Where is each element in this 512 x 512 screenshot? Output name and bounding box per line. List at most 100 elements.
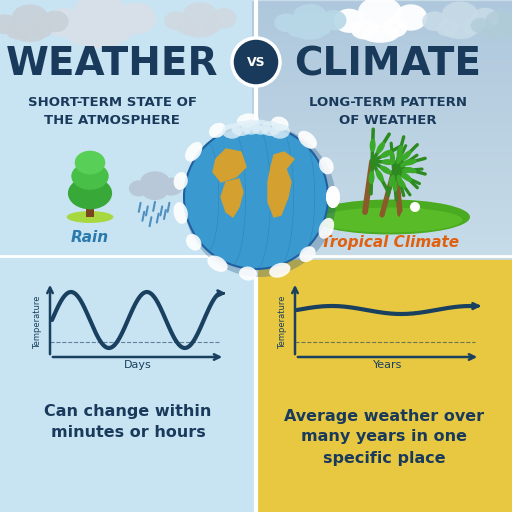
Circle shape [410,202,420,212]
Ellipse shape [68,177,112,209]
Bar [256,256,512,512]
Ellipse shape [486,10,512,30]
Ellipse shape [251,120,271,135]
Ellipse shape [141,172,169,191]
Ellipse shape [104,18,133,42]
Text: Tropical Climate: Tropical Climate [321,234,459,249]
Bar [86,191,94,217]
Ellipse shape [287,22,309,37]
Ellipse shape [471,18,490,33]
Ellipse shape [390,152,395,163]
Ellipse shape [129,180,148,197]
Ellipse shape [401,151,412,160]
Ellipse shape [66,21,98,45]
Ellipse shape [142,184,167,200]
Ellipse shape [174,202,188,224]
Circle shape [184,125,328,269]
Ellipse shape [321,10,347,30]
Ellipse shape [509,15,512,32]
Polygon shape [268,167,291,217]
Ellipse shape [298,131,317,149]
Ellipse shape [404,159,417,165]
Ellipse shape [472,8,499,29]
Ellipse shape [203,18,221,34]
Ellipse shape [422,11,447,31]
Ellipse shape [397,145,403,158]
Ellipse shape [351,19,378,39]
Ellipse shape [488,28,512,39]
Ellipse shape [318,218,334,239]
Ellipse shape [67,211,113,223]
Text: WEATHER: WEATHER [6,45,218,83]
Ellipse shape [0,14,17,34]
Ellipse shape [436,20,459,36]
Text: Temperature: Temperature [279,295,288,349]
Ellipse shape [380,166,392,175]
Ellipse shape [178,20,199,35]
Ellipse shape [376,142,385,154]
Ellipse shape [383,17,408,37]
Ellipse shape [404,167,417,173]
Text: Years: Years [373,360,402,370]
Ellipse shape [293,4,327,28]
Ellipse shape [444,25,476,39]
Ellipse shape [442,2,478,27]
Ellipse shape [375,169,384,182]
Ellipse shape [398,178,406,188]
Ellipse shape [400,159,411,167]
Ellipse shape [401,174,412,181]
Ellipse shape [231,121,251,136]
Polygon shape [221,179,243,217]
Ellipse shape [185,142,202,162]
Ellipse shape [319,157,334,175]
Ellipse shape [274,13,298,32]
Ellipse shape [117,3,156,34]
Ellipse shape [77,28,123,49]
Text: Can change within
minutes or hours: Can change within minutes or hours [45,404,211,440]
Ellipse shape [394,4,428,31]
Bar [256,0,512,256]
Ellipse shape [334,9,365,33]
Circle shape [232,38,280,86]
Text: Temperature: Temperature [33,295,42,349]
Ellipse shape [207,255,228,272]
Ellipse shape [312,20,331,35]
Ellipse shape [271,117,289,131]
Text: LONG-TERM PATTERN
OF WEATHER: LONG-TERM PATTERN OF WEATHER [309,96,467,127]
Ellipse shape [361,25,399,43]
Ellipse shape [402,167,414,173]
Text: CLIMATE: CLIMATE [294,45,481,83]
Ellipse shape [186,234,201,250]
Ellipse shape [317,207,462,232]
Ellipse shape [358,0,402,28]
Ellipse shape [401,172,412,182]
Ellipse shape [183,2,217,26]
Ellipse shape [211,8,237,29]
Ellipse shape [160,178,183,196]
Ellipse shape [75,151,105,175]
Ellipse shape [12,5,48,30]
Ellipse shape [241,120,261,135]
Ellipse shape [397,175,403,187]
Ellipse shape [14,28,46,42]
Ellipse shape [222,124,242,139]
Ellipse shape [209,123,226,138]
Ellipse shape [300,246,316,262]
Ellipse shape [381,159,395,165]
Ellipse shape [164,11,188,30]
Ellipse shape [71,163,109,190]
Ellipse shape [463,18,482,35]
Ellipse shape [74,0,126,30]
Ellipse shape [41,11,69,32]
Text: Average weather over
many years in one
specific place: Average weather over many years in one s… [284,409,484,465]
Ellipse shape [326,186,340,208]
Ellipse shape [6,24,29,39]
Ellipse shape [33,22,53,38]
Ellipse shape [174,172,188,190]
Ellipse shape [261,121,281,136]
Text: Days: Days [123,360,152,370]
Ellipse shape [239,267,257,281]
Text: SHORT-TERM STATE OF
THE ATMOSPHERE: SHORT-TERM STATE OF THE ATMOSPHERE [28,96,197,127]
Ellipse shape [370,139,376,152]
Ellipse shape [481,25,499,37]
